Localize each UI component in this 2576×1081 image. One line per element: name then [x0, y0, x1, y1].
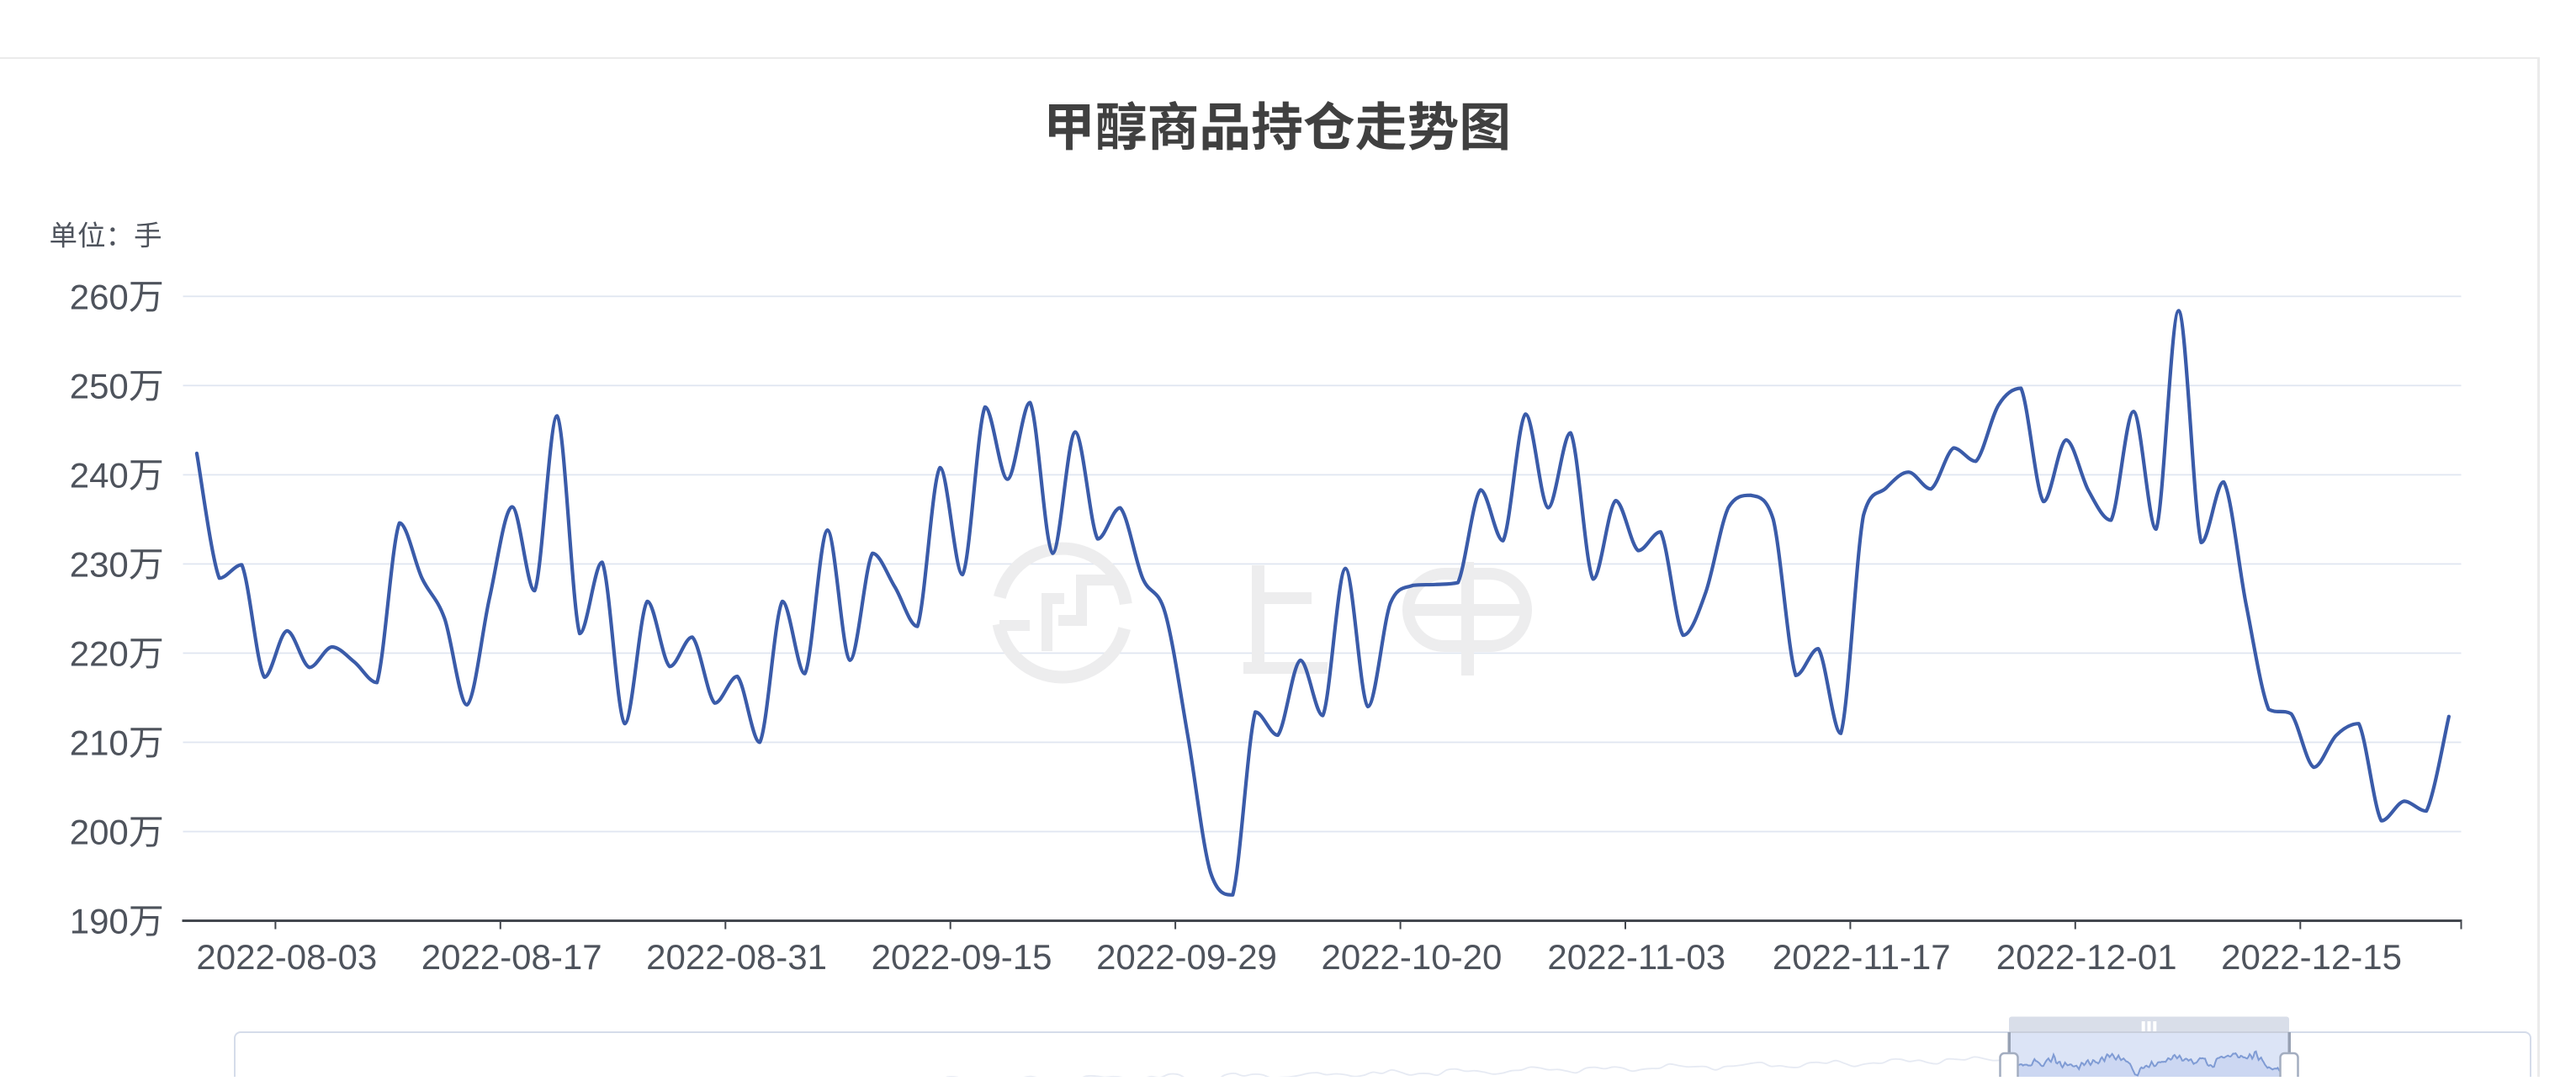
svg-text:2022-08-17: 2022-08-17: [421, 937, 602, 977]
svg-text:2022-09-15: 2022-09-15: [872, 937, 1052, 977]
svg-text:2022-08-03: 2022-08-03: [196, 937, 377, 977]
svg-text:200: 200: [70, 813, 129, 852]
svg-text:2022-08-31: 2022-08-31: [646, 937, 827, 977]
svg-text:2022-12-01: 2022-12-01: [1996, 937, 2177, 977]
svg-text:2022-11-17: 2022-11-17: [1773, 937, 1951, 977]
svg-text:2022-11-03: 2022-11-03: [1547, 937, 1725, 977]
svg-text:220: 220: [70, 633, 129, 673]
svg-text:230: 230: [70, 544, 129, 584]
svg-text:2022-10-20: 2022-10-20: [1321, 937, 1502, 977]
svg-text:2022-12-15: 2022-12-15: [2221, 937, 2402, 977]
svg-text:250: 250: [70, 366, 129, 405]
svg-text:190: 190: [70, 902, 129, 941]
svg-text:2022-09-29: 2022-09-29: [1096, 937, 1277, 977]
svg-text:260: 260: [70, 277, 129, 316]
svg-text:240: 240: [70, 455, 129, 495]
svg-text:210: 210: [70, 723, 129, 762]
